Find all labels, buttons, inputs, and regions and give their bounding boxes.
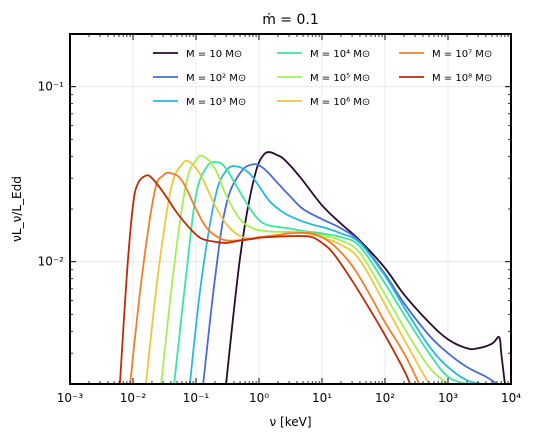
- x-tick-label: 10²: [375, 391, 395, 405]
- x-tick-label: 10³: [438, 391, 458, 405]
- legend: M = 10 M⊙ M = 10² M⊙ M = 10³ M⊙ M = 10⁴ M⊙ M…: [153, 49, 492, 108]
- x-tick-label: 10⁻²: [120, 391, 147, 405]
- chart-title: ṁ = 0.1: [262, 12, 319, 28]
- legend-label-7: M = 10⁸ M⊙: [432, 73, 492, 84]
- legend-label-1: M = 10² M⊙: [186, 73, 246, 84]
- y-tick-label: 10⁻²: [38, 255, 65, 269]
- legend-label-5: M = 10⁶ M⊙: [310, 97, 370, 108]
- legend-label-2: M = 10³ M⊙: [186, 97, 246, 108]
- grid: [69, 34, 512, 384]
- legend-label-3: M = 10⁴ M⊙: [310, 49, 370, 60]
- series-line-1: [202, 163, 498, 384]
- series-line-7: [119, 174, 411, 384]
- tick-labels: 10⁻³ 10⁻² 10⁻¹ 10⁰ 10¹ 10² 10³ 10⁴ 10⁻² 10⁻¹: [38, 80, 522, 405]
- series-line-0: [225, 151, 506, 384]
- y-axis-label: νL_ν/L_Edd: [10, 176, 24, 242]
- axis-ticks: [69, 34, 512, 384]
- series-line-2: [188, 165, 483, 384]
- legend-label-0: M = 10 M⊙: [186, 49, 242, 60]
- series-line-4: [160, 154, 449, 384]
- x-tick-label: 10⁻¹: [183, 391, 210, 405]
- legend-label-6: M = 10⁷ M⊙: [432, 49, 492, 60]
- series-lines: [119, 151, 506, 384]
- series-line-3: [173, 160, 468, 384]
- x-tick-label: 10⁰: [249, 391, 269, 405]
- y-tick-label: 10⁻¹: [38, 80, 65, 94]
- legend-label-4: M = 10⁵ M⊙: [310, 73, 370, 84]
- x-tick-label: 10⁻³: [57, 391, 84, 405]
- x-tick-label: 10¹: [312, 391, 332, 405]
- series-layer: [119, 151, 506, 384]
- x-tick-label: 10⁴: [501, 391, 521, 405]
- x-axis-label: ν [keV]: [270, 415, 312, 429]
